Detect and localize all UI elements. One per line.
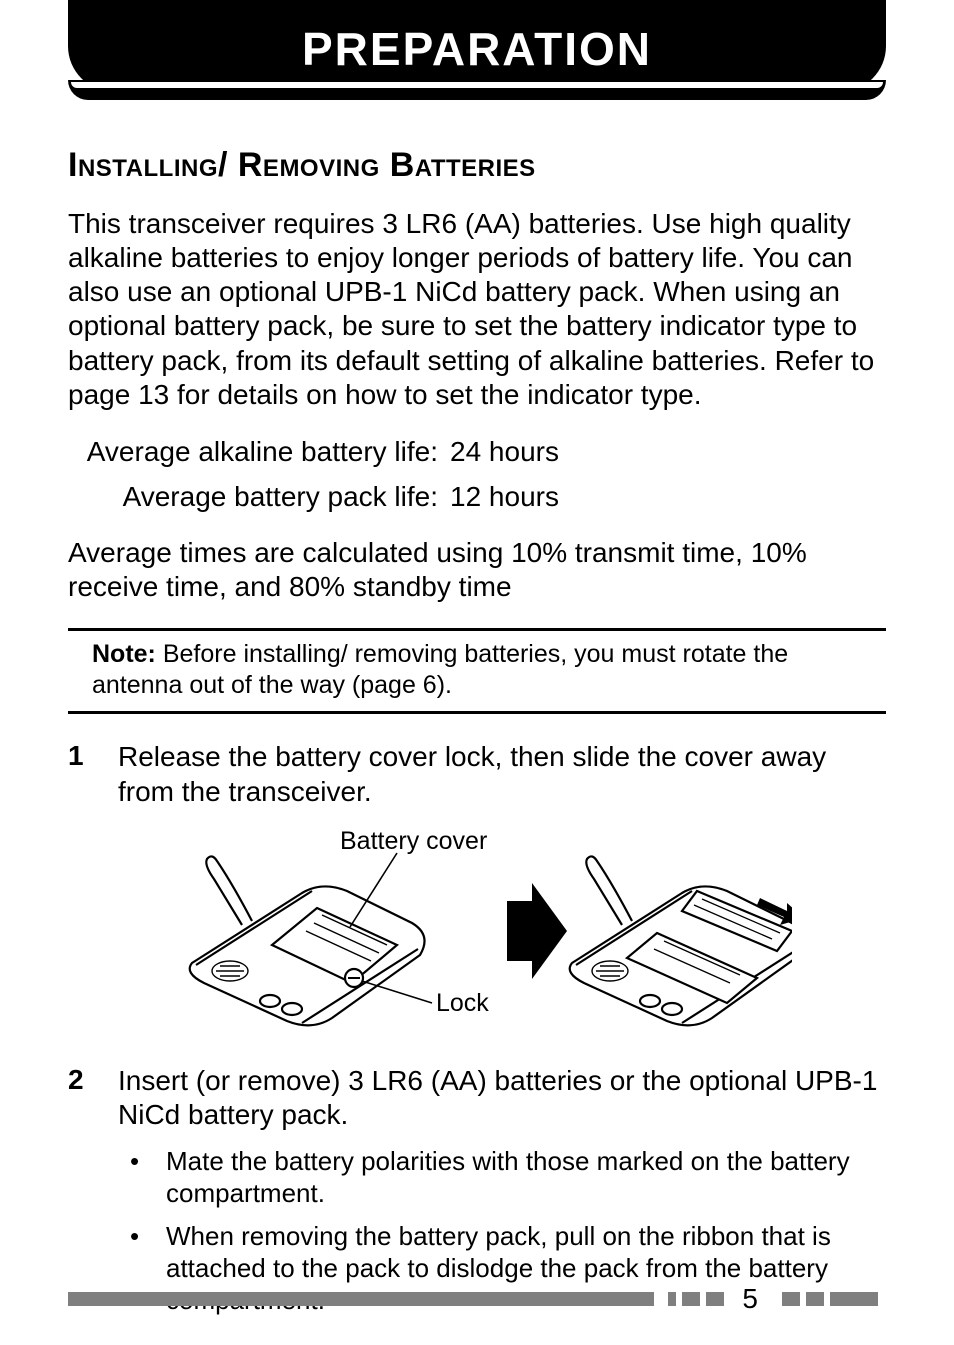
footer-ticks-left — [662, 1292, 724, 1306]
step-1-number: 1 — [68, 740, 118, 808]
section-heading: Installing/ Removing Batteries — [68, 146, 886, 185]
note-box: Note: Before installing/ removing batter… — [68, 628, 886, 715]
average-note: Average times are calculated using 10% t… — [68, 536, 886, 604]
step-1: 1 Release the battery cover lock, then s… — [68, 740, 886, 808]
pack-life-value: 12 hours — [450, 475, 559, 520]
intro-paragraph: This transceiver requires 3 LR6 (AA) bat… — [68, 207, 886, 412]
pack-life-row: Average battery pack life: 12 hours — [68, 475, 886, 520]
alkaline-life-row: Average alkaline battery life: 24 hours — [68, 430, 886, 475]
pack-life-label: Average battery pack life: — [68, 475, 450, 520]
alkaline-life-label: Average alkaline battery life: — [68, 430, 450, 475]
step-2-number: 2 — [68, 1064, 118, 1132]
step-2-text: Insert (or remove) 3 LR6 (AA) batteries … — [118, 1064, 886, 1132]
step-1-text: Release the battery cover lock, then sli… — [118, 740, 886, 808]
arrow-icon — [507, 883, 567, 979]
footer-tick — [706, 1292, 724, 1306]
header-title: PREPARATION — [302, 22, 652, 76]
sublist-text-1: Mate the battery polarities with those m… — [166, 1146, 886, 1209]
header-tab: PREPARATION — [68, 0, 886, 110]
footer-tick — [806, 1292, 824, 1306]
page-footer: 5 — [68, 1283, 886, 1315]
footer-tick — [782, 1292, 800, 1306]
bullet-icon: • — [130, 1146, 166, 1209]
footer-ticks-right — [776, 1292, 878, 1306]
alkaline-life-value: 24 hours — [450, 430, 559, 475]
footer-tick — [830, 1292, 878, 1306]
note-label: Note: — [92, 640, 156, 668]
battery-cover-figure: Battery cover Lock — [68, 823, 886, 1038]
battery-life-list: Average alkaline battery life: 24 hours … — [68, 430, 886, 520]
figure-cover-label: Battery cover — [340, 827, 487, 855]
note-text: Before installing/ removing batteries, y… — [92, 640, 788, 699]
header-background: PREPARATION — [68, 0, 886, 86]
footer-tick — [682, 1292, 700, 1306]
battery-figure-svg: Battery cover Lock — [162, 823, 792, 1038]
page-number: 5 — [742, 1283, 758, 1315]
step-2: 2 Insert (or remove) 3 LR6 (AA) batterie… — [68, 1064, 886, 1132]
footer-bar — [68, 1292, 654, 1306]
figure-lock-label: Lock — [436, 989, 489, 1017]
manual-page: PREPARATION Installing/ Removing Batteri… — [0, 0, 954, 1345]
sublist-item-1: • Mate the battery polarities with those… — [130, 1146, 886, 1209]
header-divider — [71, 82, 883, 88]
footer-tick — [668, 1292, 676, 1306]
